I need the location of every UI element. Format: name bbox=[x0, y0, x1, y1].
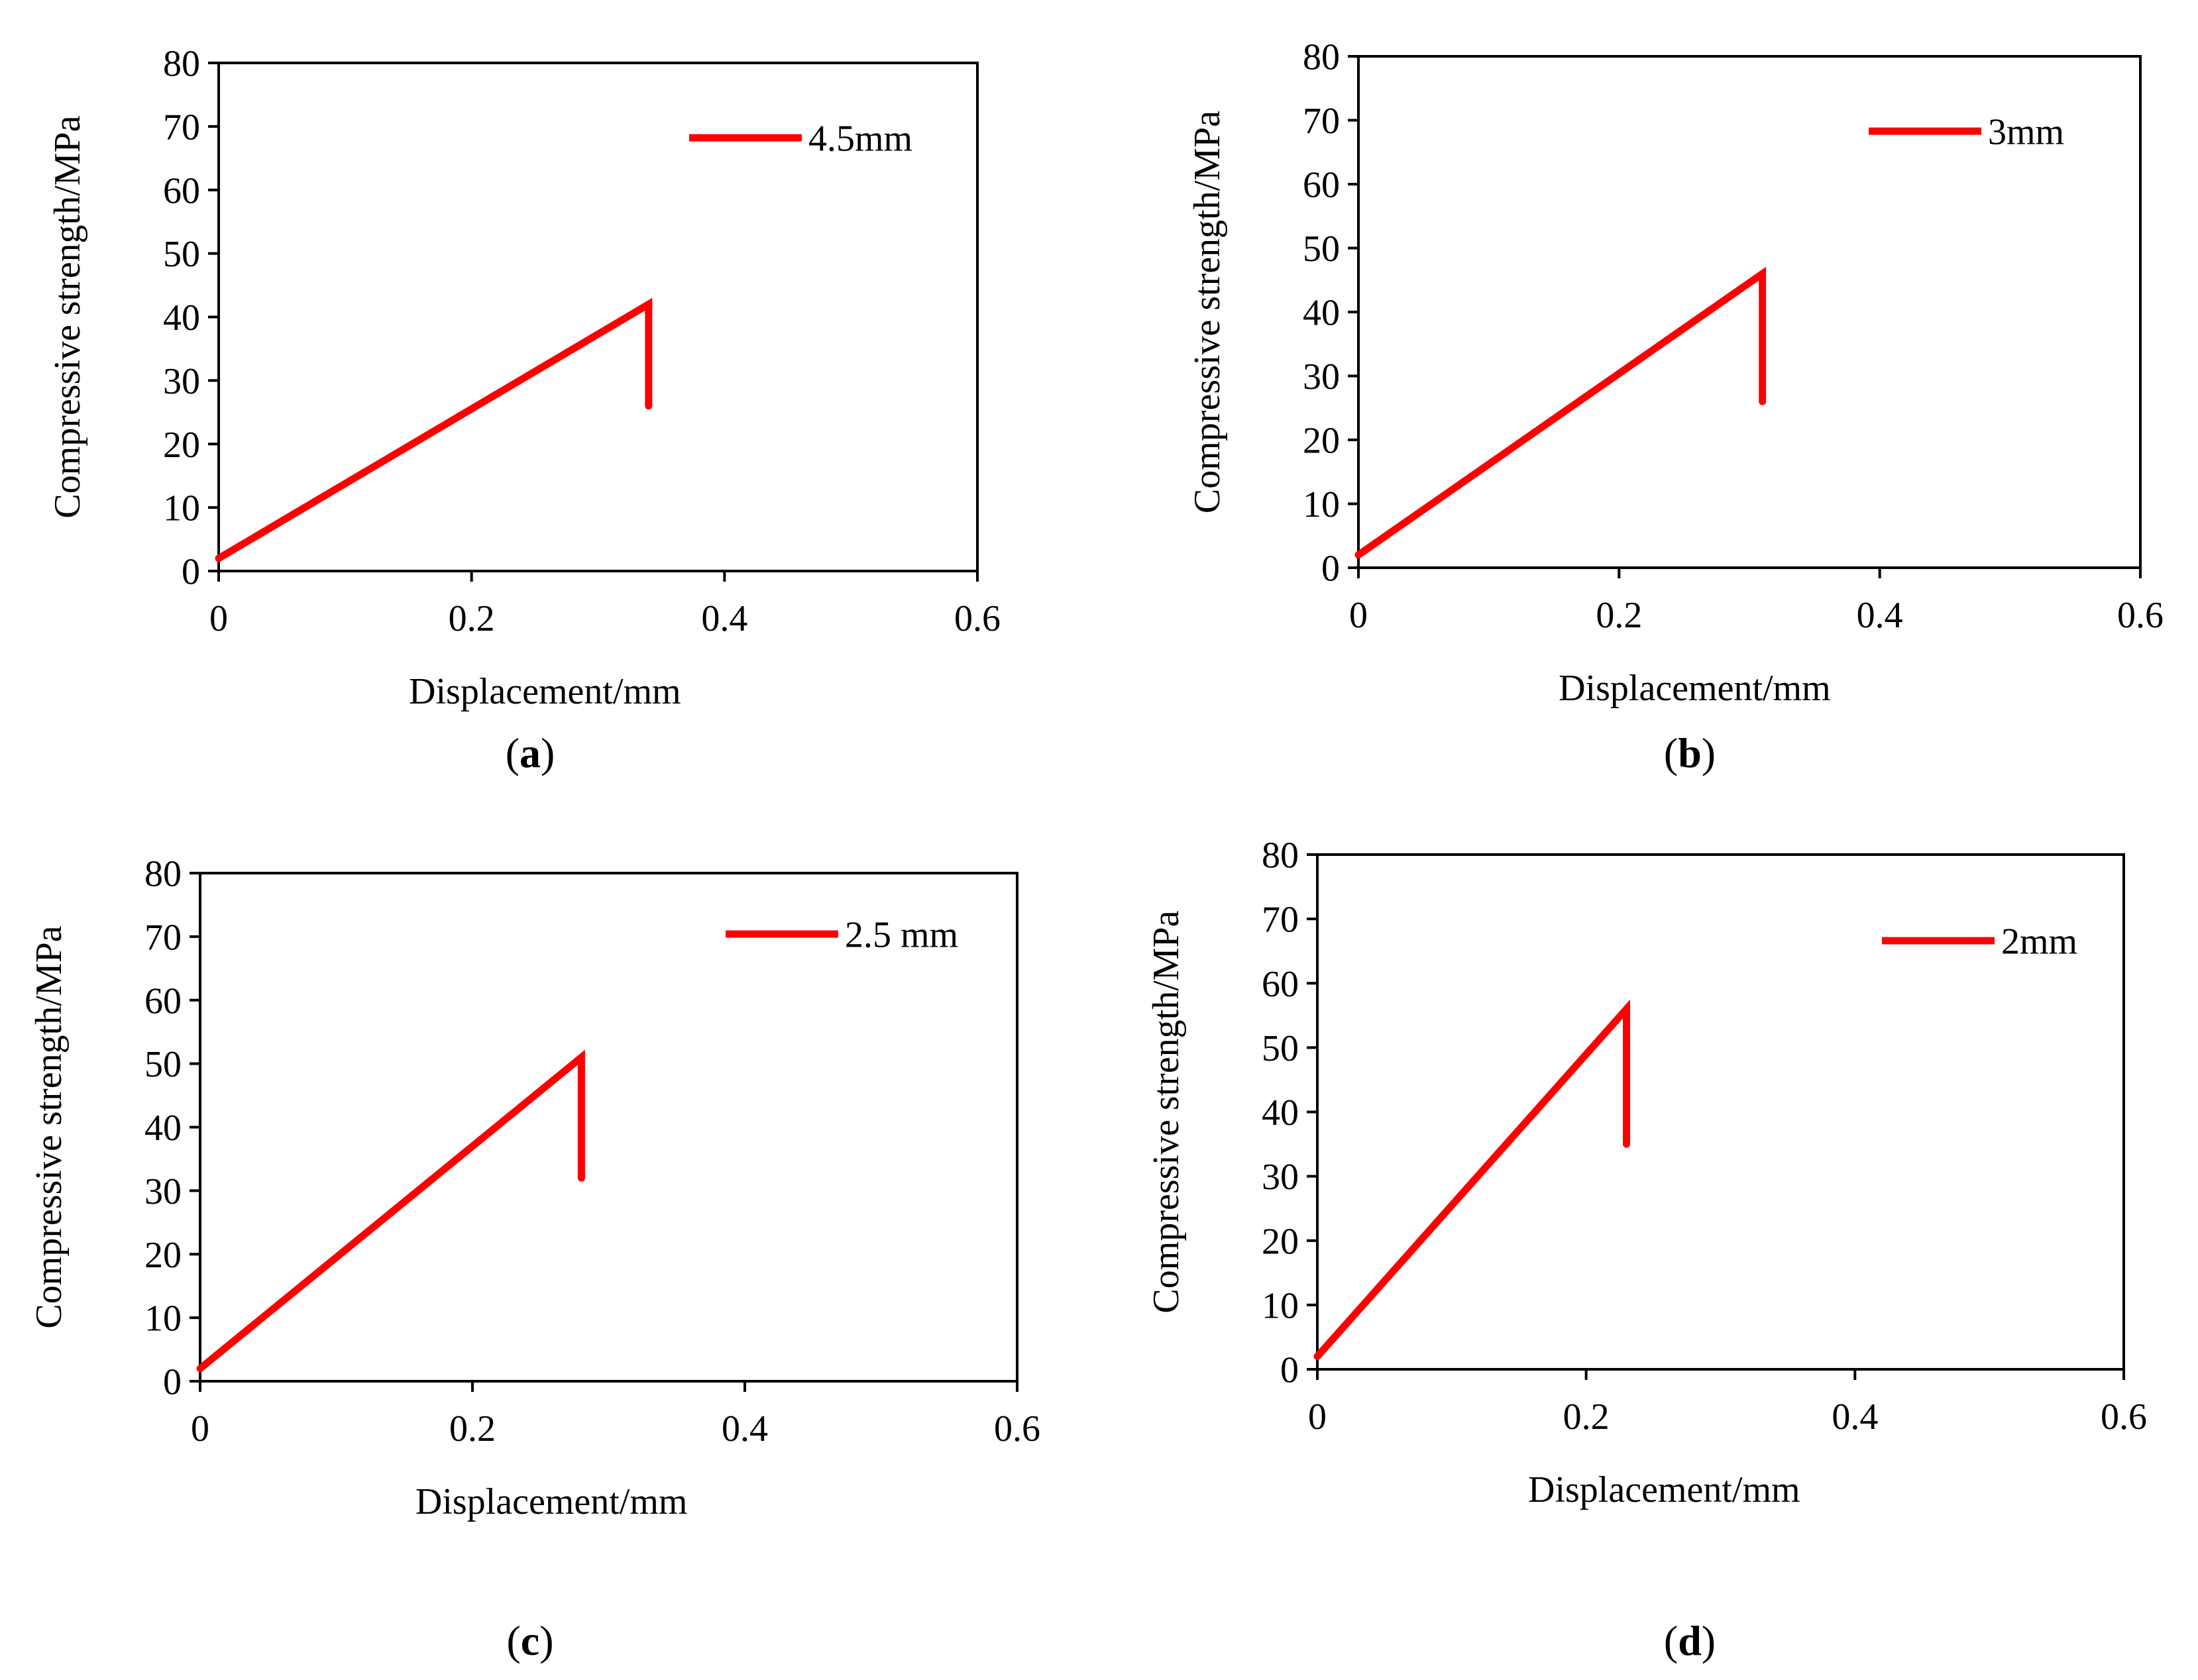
x-tick-label: 0 bbox=[1349, 595, 1368, 636]
y-tick-label: 40 bbox=[1262, 1092, 1299, 1133]
y-tick-label: 10 bbox=[1262, 1285, 1299, 1326]
y-tick-label: 0 bbox=[1321, 549, 1340, 590]
panel-caption-c: (c) bbox=[506, 1617, 554, 1664]
x-axis-label: Displacement/mm bbox=[415, 1481, 688, 1522]
y-axis-label: Compressive strength/MPa bbox=[1146, 910, 1187, 1313]
y-tick-label: 40 bbox=[163, 297, 200, 339]
x-tick-label: 0.2 bbox=[1596, 595, 1642, 636]
x-tick-label: 0.6 bbox=[2117, 595, 2164, 636]
x-tick-label: 0.2 bbox=[1563, 1396, 1610, 1438]
y-tick-label: 60 bbox=[1303, 165, 1340, 206]
legend-label: 2.5 mm bbox=[845, 915, 958, 956]
x-axis-label: Displacement/mm bbox=[409, 671, 681, 712]
y-tick-label: 20 bbox=[144, 1235, 182, 1276]
y-tick-label: 50 bbox=[144, 1044, 182, 1085]
y-axis-label: Compressive strength/MPa bbox=[47, 115, 88, 518]
y-tick-label: 60 bbox=[1262, 964, 1299, 1005]
y-tick-label: 70 bbox=[1303, 101, 1340, 142]
y-tick-label: 80 bbox=[144, 854, 182, 895]
x-tick-label: 0 bbox=[191, 1408, 209, 1449]
y-tick-label: 0 bbox=[1280, 1350, 1299, 1391]
x-tick-label: 0 bbox=[1308, 1396, 1327, 1438]
legend-label: 3mm bbox=[1988, 112, 2064, 153]
y-tick-label: 30 bbox=[163, 361, 200, 402]
y-tick-label: 20 bbox=[1262, 1221, 1299, 1262]
x-tick-label: 0.4 bbox=[722, 1408, 768, 1449]
y-tick-label: 80 bbox=[1303, 37, 1340, 78]
legend-label: 4.5mm bbox=[808, 119, 912, 160]
panel-caption-a: (a) bbox=[505, 729, 555, 776]
y-tick-label: 10 bbox=[144, 1298, 182, 1339]
series-line bbox=[215, 297, 653, 562]
x-tick-label: 0.6 bbox=[2101, 1396, 2147, 1438]
series-line bbox=[196, 1049, 585, 1373]
y-tick-label: 30 bbox=[1262, 1157, 1299, 1198]
y-tick-label: 10 bbox=[1303, 484, 1340, 525]
y-tick-label: 70 bbox=[1262, 900, 1299, 941]
series-line bbox=[1354, 266, 1767, 559]
x-tick-label: 0.4 bbox=[701, 598, 747, 639]
legend-label: 2mm bbox=[2001, 921, 2077, 963]
x-tick-label: 0.4 bbox=[1832, 1396, 1878, 1438]
y-tick-label: 0 bbox=[182, 552, 200, 593]
x-tick-label: 0.2 bbox=[449, 598, 495, 639]
y-tick-label: 30 bbox=[144, 1171, 182, 1212]
x-tick-label: 0.6 bbox=[954, 598, 1001, 639]
panel-caption-d: (d) bbox=[1663, 1617, 1716, 1664]
y-tick-label: 50 bbox=[1262, 1028, 1299, 1069]
y-tick-label: 60 bbox=[163, 170, 200, 211]
y-tick-label: 50 bbox=[163, 234, 200, 275]
x-tick-label: 0.6 bbox=[994, 1408, 1040, 1449]
y-tick-label: 20 bbox=[1303, 421, 1340, 462]
y-tick-label: 20 bbox=[163, 425, 200, 466]
y-tick-label: 0 bbox=[163, 1362, 182, 1403]
y-axis-label: Compressive strength/MPa bbox=[1187, 111, 1228, 513]
y-tick-label: 40 bbox=[1303, 293, 1340, 334]
panel-caption-b: (b) bbox=[1663, 729, 1716, 776]
x-axis-label: Displacement/mm bbox=[1528, 1469, 1800, 1510]
y-tick-label: 80 bbox=[163, 44, 200, 85]
y-axis-label: Compressive strength/MPa bbox=[28, 925, 70, 1328]
x-tick-label: 0.2 bbox=[449, 1408, 496, 1449]
y-tick-label: 60 bbox=[144, 980, 182, 1022]
y-tick-label: 50 bbox=[1303, 229, 1340, 270]
y-tick-label: 10 bbox=[163, 488, 200, 529]
y-tick-label: 70 bbox=[163, 107, 200, 148]
y-tick-label: 80 bbox=[1262, 835, 1299, 876]
x-axis-label: Displacement/mm bbox=[1559, 668, 1831, 709]
x-tick-label: 0.4 bbox=[1857, 595, 1903, 636]
y-tick-label: 40 bbox=[144, 1108, 182, 1149]
x-tick-label: 0 bbox=[209, 598, 228, 639]
y-tick-label: 30 bbox=[1303, 356, 1340, 397]
series-line bbox=[1313, 999, 1631, 1361]
y-tick-label: 70 bbox=[144, 917, 182, 958]
